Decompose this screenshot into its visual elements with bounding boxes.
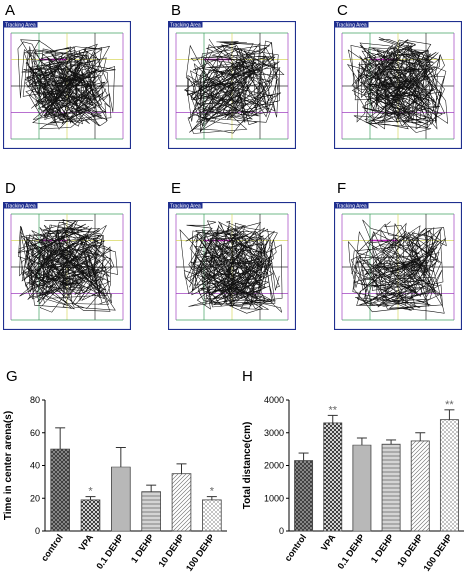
tracking-area-a: Tracking Area xyxy=(3,21,131,149)
significance-marker: ** xyxy=(328,404,337,416)
x-tick-label: VPA xyxy=(319,532,338,553)
tracking-area-tag xyxy=(168,202,203,209)
x-tick-label: 1 DEHP xyxy=(129,532,156,564)
bar-10-dehp xyxy=(171,473,192,532)
tracking-area-tag-text: Tracking Area xyxy=(170,204,201,210)
x-tick-label: 1 DEHP xyxy=(369,532,396,564)
y-tick-label: 1000 xyxy=(264,493,284,503)
tracking-area-tag xyxy=(168,21,203,28)
y-tick-label: 80 xyxy=(30,395,40,405)
tracking-svg: Tracking Area xyxy=(334,21,462,149)
tracking-area-tag-text: Tracking Area xyxy=(5,23,36,29)
y-tick-label: 60 xyxy=(30,428,40,438)
x-tick-label: VPA xyxy=(77,532,96,553)
x-tick-label: 0.1 DEHP xyxy=(94,532,125,571)
y-tick-label: 0 xyxy=(279,526,284,536)
significance-marker: ** xyxy=(445,399,454,411)
bar-control xyxy=(294,460,314,532)
animal-track-path xyxy=(179,220,283,314)
tracking-svg: Tracking Area xyxy=(168,21,296,149)
bar-1-dehp xyxy=(381,443,401,532)
y-axis-label: Total distance(cm) xyxy=(242,422,253,510)
bar-vpa xyxy=(80,499,101,532)
bar-100-dehp xyxy=(439,419,459,532)
y-tick-label: 40 xyxy=(30,461,40,471)
tracking-area-b: Tracking Area xyxy=(168,21,296,149)
tracking-area-e: Tracking Area xyxy=(168,202,296,330)
chart-time-in-center: 0 20 40 60 80 Time in center arena(s) control *… xyxy=(0,388,237,573)
x-tick-label: 100 DEHP xyxy=(184,532,217,573)
panel-letter-d: D xyxy=(5,180,16,197)
animal-track-path xyxy=(17,219,118,313)
tracking-area-tag xyxy=(334,21,369,28)
tracking-svg: Tracking Area xyxy=(168,202,296,330)
tracking-area-tag xyxy=(3,202,38,209)
bar-1-dehp xyxy=(141,491,161,532)
tracking-area-tag-text: Tracking Area xyxy=(336,204,367,210)
x-tick-label: 10 DEHP xyxy=(156,532,186,568)
panel-letter-a: A xyxy=(5,2,16,19)
y-tick-label: 3000 xyxy=(264,428,284,438)
tracking-area-tag xyxy=(3,21,38,28)
panel-letter-e: E xyxy=(171,180,182,197)
animal-track-path xyxy=(183,38,285,134)
tracking-area-tag-text: Tracking Area xyxy=(170,23,201,29)
tracking-area-tag-text: Tracking Area xyxy=(5,204,36,210)
panel-letter-f: F xyxy=(337,180,347,197)
tracking-svg: Tracking Area xyxy=(3,21,131,149)
bar-0-1-dehp xyxy=(111,466,131,532)
y-tick-label: 2000 xyxy=(264,461,284,471)
panel-letter-c: C xyxy=(337,2,348,19)
x-tick-label: 100 DEHP xyxy=(421,532,454,573)
x-tick-label: control xyxy=(39,532,65,563)
bar-100-dehp xyxy=(202,499,222,532)
y-tick-label: 20 xyxy=(30,493,40,503)
tracking-svg: Tracking Area xyxy=(334,202,462,330)
y-tick-label: 4000 xyxy=(264,395,284,405)
chart-total-distance: 0 1000 2000 3000 4000 Total distance(cm) contr… xyxy=(237,388,474,573)
bar-vpa xyxy=(323,422,343,532)
x-tick-label: 0.1 DEHP xyxy=(335,532,366,571)
animal-track-path xyxy=(346,37,449,133)
panel-letter-g: G xyxy=(6,368,18,385)
significance-marker: * xyxy=(210,486,215,498)
tracking-area-c: Tracking Area xyxy=(334,21,462,149)
x-tick-label: control xyxy=(283,532,309,563)
animal-track-path xyxy=(348,219,447,314)
significance-marker: * xyxy=(88,486,93,498)
bar-control xyxy=(50,448,70,532)
y-tick-label: 0 xyxy=(35,526,40,536)
bar-10-dehp xyxy=(410,440,430,532)
panel-letter-h: H xyxy=(242,368,253,385)
tracking-svg: Tracking Area xyxy=(3,202,131,330)
tracking-area-f: Tracking Area xyxy=(334,202,462,330)
tracking-area-d: Tracking Area xyxy=(3,202,131,330)
bar-0-1-dehp xyxy=(352,444,372,532)
panel-letter-b: B xyxy=(171,2,182,19)
tracking-area-tag xyxy=(334,202,369,209)
x-tick-label: 10 DEHP xyxy=(395,532,425,568)
y-axis-label: Time in center arena(s) xyxy=(3,411,14,520)
tracking-area-tag-text: Tracking Area xyxy=(336,23,367,29)
animal-track-path xyxy=(17,39,116,130)
